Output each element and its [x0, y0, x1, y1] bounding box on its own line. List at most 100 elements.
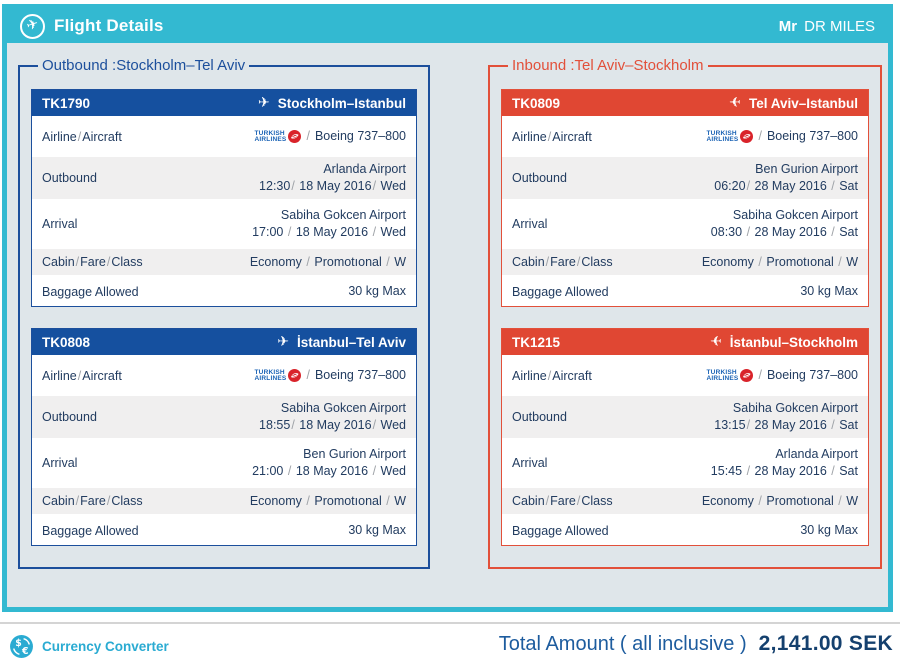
row-label: Cabin/Fare/Class [512, 255, 613, 269]
turkish-airlines-wordmark: TURKISH AIRLINES [254, 129, 287, 143]
departure-value: Arlanda Airport 12:30/ 18 May 2016/ Wed [259, 161, 406, 195]
row-cabin-fare-class: Cabin/Fare/Class Economy / Promotıonal /… [502, 247, 868, 277]
row-airline-aircraft: Airline/Aircraft TURKISH AIRLINES / Boein… [502, 357, 868, 394]
cabin-fare-class-value: Economy / Promotıonal / W [249, 254, 406, 269]
aircraft-name: Boeing 737–800 [314, 368, 406, 382]
arrival-value: Ben Gurion Airport 21:00 / 18 May 2016 /… [252, 446, 406, 480]
outbound-section: Outbound :Stockholm–Tel Aviv TK1790 ✈ St… [18, 57, 430, 569]
departure-value: Sabiha Gokcen Airport 13:15/ 28 May 2016… [714, 400, 858, 434]
row-label: Baggage Allowed [512, 523, 609, 538]
row-baggage-allowed: Baggage Allowed 30 kg Max [502, 516, 868, 545]
slash-separator: / [758, 368, 762, 382]
flight-card-header: TK0809 ✈ Tel Aviv–Istanbul [502, 90, 868, 118]
row-label: Outbound [512, 171, 567, 185]
cabin-fare-class-value: Economy / Promotıonal / W [249, 493, 406, 508]
plane-icon: ✈ [257, 95, 270, 111]
turkish-airlines-wordmark: TURKISH AIRLINES [254, 368, 287, 382]
row-label: Cabin/Fare/Class [42, 494, 143, 508]
row-arrival: Arrival Sabiha Gokcen Airport 08:30 / 28… [502, 201, 868, 247]
arrival-airport: Sabiha Gokcen Airport [732, 208, 858, 222]
turkish-airlines-wordmark: TURKISH AIRLINES [706, 129, 739, 143]
row-label: Arrival [42, 217, 78, 231]
departure-airport: Sabiha Gokcen Airport [732, 401, 858, 415]
outbound-section-legend: Outbound :Stockholm–Tel Aviv [42, 57, 246, 74]
arrival-datetime: 15:45 / 28 May 2016 / Sat [710, 464, 858, 478]
flight-card: TK0809 ✈ Tel Aviv–Istanbul Airline/Aircr… [501, 89, 869, 307]
cabin-fare-class-value: Economy / Promotıonal / W [701, 493, 858, 508]
row-label: Arrival [42, 456, 78, 470]
app-title: ✈ Flight Details [20, 13, 164, 39]
row-label: Arrival [512, 456, 548, 470]
turkish-airlines-logo: TURKISH AIRLINES [707, 130, 754, 143]
departure-value: Sabiha Gokcen Airport 18:55/ 18 May 2016… [259, 400, 406, 434]
footer: $ € Currency Converter Total Amount ( al… [0, 626, 900, 672]
row-outbound: Outbound Sabiha Gokcen Airport 13:15/ 28… [502, 394, 868, 440]
row-arrival: Arrival Arlanda Airport 15:45 / 28 May 2… [502, 440, 868, 486]
row-cabin-fare-class: Cabin/Fare/Class Economy / Promotıonal /… [32, 486, 416, 516]
row-label: Airline/Aircraft [512, 368, 592, 383]
flight-route: ✈ İstanbul–Stockholm [710, 334, 858, 350]
slash-separator: / [758, 129, 762, 143]
row-outbound: Outbound Ben Gurion Airport 06:20/ 28 Ma… [502, 155, 868, 201]
currency-converter-button[interactable]: $ € Currency Converter [9, 634, 169, 659]
total-amount-label: Total Amount ( all inclusive ) [498, 633, 747, 655]
app-header: ✈ Flight Details Mr DR MILES [7, 9, 888, 43]
flight-route: ✈ İstanbul–Tel Aviv [277, 334, 406, 350]
departure-airport: Arlanda Airport [323, 162, 406, 176]
flight-number: TK1790 [42, 95, 91, 111]
arrival-datetime: 17:00 / 18 May 2016 / Wed [252, 225, 406, 239]
route-label: İstanbul–Stockholm [729, 334, 858, 350]
turkish-airlines-emblem-icon [740, 369, 754, 382]
row-arrival: Arrival Sabiha Gokcen Airport 17:00 / 18… [32, 201, 416, 247]
row-outbound: Outbound Sabiha Gokcen Airport 18:55/ 18… [32, 394, 416, 440]
turkish-airlines-emblem-icon [288, 130, 302, 143]
flight-card: TK1215 ✈ İstanbul–Stockholm Airline/Airc… [501, 328, 869, 546]
row-label: Airline/Aircraft [42, 368, 122, 383]
svg-text:€: € [21, 646, 29, 657]
row-cabin-fare-class: Cabin/Fare/Class Economy / Promotıonal /… [32, 247, 416, 277]
turkish-airlines-wordmark: TURKISH AIRLINES [706, 368, 739, 382]
airline-aircraft-value: TURKISH AIRLINES / Boeing 737–800 [255, 128, 406, 145]
row-label: Cabin/Fare/Class [42, 255, 143, 269]
inbound-cards: TK0809 ✈ Tel Aviv–Istanbul Airline/Aircr… [501, 89, 869, 546]
slash-separator: / [306, 368, 310, 382]
row-label: Airline/Aircraft [42, 129, 122, 144]
row-label: Baggage Allowed [512, 284, 609, 299]
departure-value: Ben Gurion Airport 06:20/ 28 May 2016 / … [714, 161, 858, 195]
currency-converter-label: Currency Converter [42, 639, 169, 654]
flight-card: TK1790 ✈ Stockholm–Istanbul Airline/Airc… [31, 89, 417, 307]
arrival-datetime: 08:30 / 28 May 2016 / Sat [710, 225, 858, 239]
row-baggage-allowed: Baggage Allowed 30 kg Max [502, 277, 868, 306]
arrival-datetime: 21:00 / 18 May 2016 / Wed [252, 464, 406, 478]
baggage-value: 30 kg Max [348, 284, 406, 298]
turkish-airlines-emblem-icon [740, 130, 754, 143]
departure-airport: Ben Gurion Airport [755, 162, 858, 176]
row-label: Cabin/Fare/Class [512, 494, 613, 508]
aircraft-name: Boeing 737–800 [766, 129, 858, 143]
row-baggage-allowed: Baggage Allowed 30 kg Max [32, 516, 416, 545]
baggage-value: 30 kg Max [348, 523, 406, 537]
row-airline-aircraft: Airline/Aircraft TURKISH AIRLINES / Boein… [32, 357, 416, 394]
aircraft-name: Boeing 737–800 [766, 368, 858, 382]
flight-details-panel: ✈ Flight Details Mr DR MILES Outbound :St… [2, 4, 893, 612]
route-label: İstanbul–Tel Aviv [296, 334, 406, 350]
departure-datetime: 06:20/ 28 May 2016 / Sat [714, 179, 858, 193]
turkish-airlines-logo: TURKISH AIRLINES [707, 369, 754, 382]
arrival-airport: Ben Gurion Airport [303, 447, 406, 461]
row-label: Outbound [42, 410, 97, 424]
inbound-section: Inbound :Tel Aviv–Stockholm TK0809 ✈ Tel… [488, 57, 882, 569]
page-title: Flight Details [54, 16, 164, 35]
arrival-airport: Sabiha Gokcen Airport [280, 208, 406, 222]
route-label: Tel Aviv–Istanbul [748, 95, 858, 111]
slash-separator: / [306, 129, 310, 143]
arrival-airport: Arlanda Airport [775, 447, 858, 461]
row-airline-aircraft: Airline/Aircraft TURKISH AIRLINES / Boein… [502, 118, 868, 155]
flight-card-header: TK1790 ✈ Stockholm–Istanbul [32, 90, 416, 118]
row-baggage-allowed: Baggage Allowed 30 kg Max [32, 277, 416, 306]
flight-number: TK1215 [512, 334, 561, 350]
plane-icon: ✈ [729, 95, 741, 111]
row-outbound: Outbound Arlanda Airport 12:30/ 18 May 2… [32, 155, 416, 201]
svg-text:$: $ [15, 638, 22, 649]
footer-divider [0, 622, 900, 624]
